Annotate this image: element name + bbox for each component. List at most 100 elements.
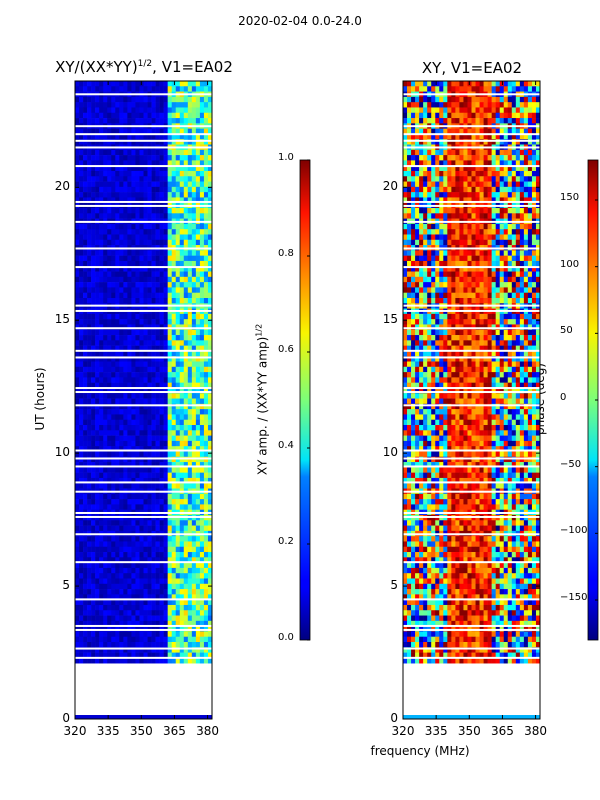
left-heatmap-cell: [131, 96, 136, 103]
right-heatmap-cell: [475, 176, 480, 182]
left-heatmap-cell: [83, 594, 88, 600]
right-heatmap-cell: [407, 139, 412, 145]
right-heatmap-cell: [515, 229, 521, 235]
left-heatmap-cell: [199, 435, 205, 442]
left-heatmap-cell: [175, 446, 181, 452]
left-heatmap-cell: [147, 483, 152, 489]
left-heatmap-cell: [143, 546, 148, 553]
right-heatmap-cell: [411, 149, 416, 156]
left-heatmap-cell: [167, 139, 173, 145]
left-heatmap-cell: [151, 409, 156, 415]
left-heatmap-cell: [183, 562, 189, 569]
left-heatmap-cell: [83, 504, 88, 510]
left-heatmap-cell: [163, 229, 168, 235]
left-heatmap-cell: [195, 583, 201, 590]
right-heatmap-cell: [515, 181, 521, 188]
left-heatmap-cell: [115, 557, 120, 563]
left-heatmap-cell: [87, 176, 92, 182]
left-heatmap-cell: [183, 589, 189, 595]
left-heatmap-cell: [179, 350, 185, 357]
left-heatmap-cell: [155, 223, 160, 230]
left-heatmap-cell: [115, 223, 120, 230]
left-heatmap-cell: [191, 176, 197, 182]
left-heatmap-cell: [95, 356, 100, 362]
left-heatmap-cell: [203, 398, 209, 405]
left-heatmap-cell: [79, 657, 84, 664]
left-heatmap-cell: [111, 345, 116, 352]
left-heatmap-cell: [159, 462, 164, 468]
left-heatmap-cell: [127, 636, 132, 643]
right-heatmap-cell: [415, 112, 420, 119]
left-heatmap-cell: [199, 620, 205, 627]
left-heatmap-cell: [195, 377, 201, 383]
left-heatmap-cell: [95, 504, 100, 510]
left-heatmap-cell: [183, 329, 189, 336]
left-heatmap-cell: [147, 382, 152, 389]
right-heatmap-cell: [407, 118, 412, 124]
left-heatmap-cell: [103, 419, 108, 426]
left-heatmap-cell: [151, 546, 156, 553]
left-heatmap-cell: [163, 192, 168, 198]
left-heatmap-cell: [91, 615, 96, 622]
left-heatmap-cell: [135, 313, 140, 320]
left-heatmap-cell: [187, 102, 193, 108]
left-heatmap-cell: [183, 382, 189, 389]
left-heatmap-cell: [83, 451, 88, 458]
right-heatmap-cell: [443, 186, 448, 193]
left-heatmap-cell: [139, 223, 144, 230]
left-heatmap-cell: [103, 647, 108, 653]
right-heatmap-cell: [455, 234, 460, 241]
left-heatmap-cell: [103, 541, 108, 548]
right-heatmap-cell: [487, 133, 492, 140]
left-heatmap-cell: [111, 393, 116, 399]
left-heatmap-cell: [143, 181, 148, 188]
left-heatmap-cell: [171, 340, 177, 346]
left-heatmap-cell: [99, 329, 104, 336]
left-heatmap-cell: [107, 118, 112, 124]
right-heatmap-cell: [411, 239, 416, 246]
right-heatmap-cell: [451, 192, 456, 198]
left-heatmap-cell: [103, 657, 108, 664]
left-heatmap-cell: [195, 562, 201, 569]
left-heatmap-cell: [107, 451, 112, 458]
left-heatmap-cell: [151, 313, 156, 320]
left-heatmap-cell: [167, 567, 173, 574]
left-heatmap-cell: [123, 276, 128, 283]
right-heatmap-cell: [411, 186, 416, 193]
left-heatmap-cell: [107, 176, 112, 182]
left-heatmap-cell: [115, 425, 120, 431]
right-heatmap-cell: [527, 250, 533, 256]
left-heatmap-cell: [151, 223, 156, 230]
left-heatmap-cell: [183, 96, 189, 103]
left-heatmap-cell: [179, 255, 185, 262]
left-heatmap-cell: [175, 319, 181, 325]
left-heatmap-cell: [75, 128, 80, 135]
left-heatmap-cell: [175, 186, 181, 193]
right-heatmap-cell: [419, 192, 424, 198]
left-heatmap-cell: [135, 398, 140, 405]
left-heatmap-cell: [135, 340, 140, 346]
left-heatmap-cell: [183, 419, 189, 426]
left-heatmap-cell: [131, 430, 136, 436]
left-heatmap-cell: [187, 313, 193, 320]
left-heatmap-cell: [131, 377, 136, 383]
left-heatmap-cell: [111, 133, 116, 140]
left-heatmap-cell: [143, 287, 148, 293]
right-heatmap-cell: [439, 96, 444, 103]
left-heatmap-cell: [87, 239, 92, 246]
right-heatmap-cell: [487, 181, 492, 188]
right-heatmap-cell: [531, 96, 537, 103]
left-heatmap-cell: [115, 409, 120, 415]
right-heatmap-cell: [491, 149, 496, 156]
left-heatmap-cell: [203, 626, 209, 632]
left-heatmap-cell: [115, 118, 120, 124]
left-heatmap-cell: [135, 583, 140, 590]
left-heatmap-cell: [171, 409, 177, 415]
right-heatmap-cell: [483, 186, 488, 193]
left-heatmap-cell: [167, 657, 173, 664]
right-heatmap-cell: [451, 112, 456, 119]
left-heatmap-cell: [207, 250, 212, 256]
left-heatmap-cell: [195, 520, 201, 526]
right-heatmap-cell: [483, 112, 488, 119]
left-heatmap-cell: [143, 382, 148, 389]
